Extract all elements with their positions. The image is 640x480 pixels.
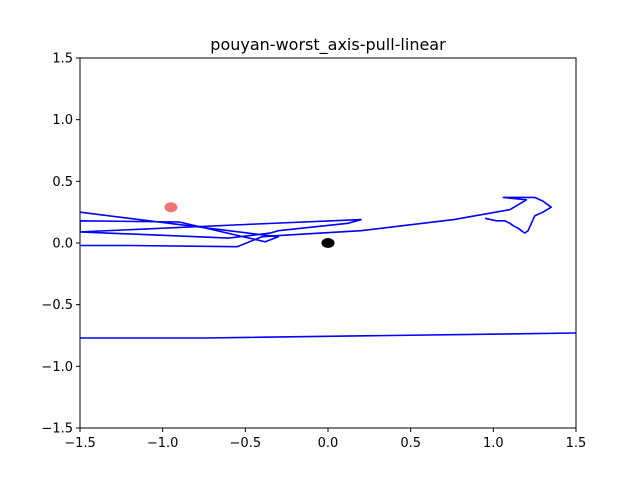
x-tick-label: 0.5 xyxy=(400,436,421,451)
y-tick-label: 1.5 xyxy=(52,52,73,67)
y-tick-label: 0.5 xyxy=(52,175,73,190)
series-line-3 xyxy=(80,211,362,243)
x-tick-label: −1.0 xyxy=(147,436,179,451)
marker-point-2 xyxy=(321,238,335,248)
x-tick-label: −1.5 xyxy=(64,436,96,451)
series-line-1 xyxy=(80,196,553,248)
y-tick-label: −0.5 xyxy=(41,298,73,313)
marker-point-1 xyxy=(164,202,178,213)
y-tick-label: −1.0 xyxy=(41,360,73,375)
x-axis: −1.5 −1.0 −0.5 0.0 0.5 1.0 1.5 xyxy=(64,428,586,451)
plot-area xyxy=(80,196,576,339)
x-tick-label: 0.0 xyxy=(318,436,339,451)
chart-title: pouyan-worst_axis-pull-linear xyxy=(210,35,446,55)
y-tick-label: −1.5 xyxy=(41,422,73,437)
x-tick-label: 1.5 xyxy=(566,436,587,451)
series-line-2 xyxy=(80,332,576,339)
x-tick-label: 1.0 xyxy=(483,436,504,451)
y-axis: −1.5 −1.0 −0.5 0.0 0.5 1.0 1.5 xyxy=(41,52,80,437)
x-tick-label: −0.5 xyxy=(230,436,262,451)
y-tick-label: 1.0 xyxy=(52,113,73,128)
y-tick-label: 0.0 xyxy=(52,237,73,252)
